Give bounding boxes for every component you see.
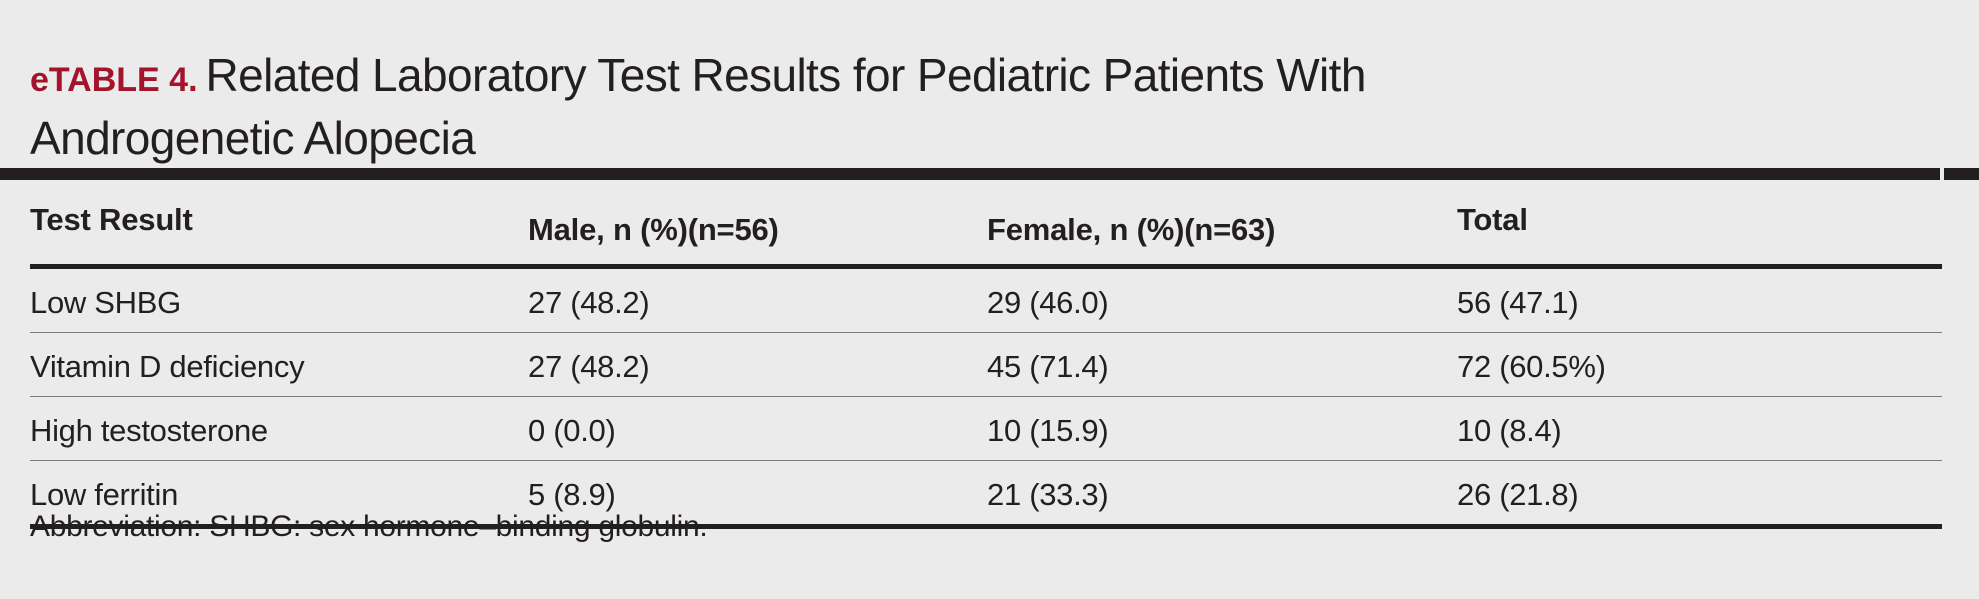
table-row: Low ferritin 5 (8.9) 21 (33.3) 26 (21.8) — [30, 460, 1942, 529]
cell-test-result: High testosterone — [30, 396, 528, 461]
top-rule-divider — [0, 168, 1979, 180]
cell-male: 0 (0.0) — [528, 396, 987, 461]
header-total: Total — [1457, 180, 1942, 269]
cell-female: 45 (71.4) — [987, 332, 1457, 397]
table-title-text: Related Laboratory Test Results for Pedi… — [30, 49, 1366, 164]
cell-test-result: Low ferritin — [30, 460, 528, 529]
cell-female: 21 (33.3) — [987, 460, 1457, 529]
cell-total: 10 (8.4) — [1457, 396, 1942, 461]
cell-female: 29 (46.0) — [987, 266, 1457, 333]
header-female: Female, n (%)(n=63) — [987, 180, 1457, 269]
cell-male: 5 (8.9) — [528, 460, 987, 529]
cell-test-result: Vitamin D deficiency — [30, 332, 528, 397]
header-row: Test Result Male, n (%)(n=56) Female, n … — [30, 180, 1942, 269]
results-table: Test Result Male, n (%)(n=56) Female, n … — [30, 180, 1942, 529]
table-row: Low SHBG 27 (48.2) 29 (46.0) 56 (47.1) — [30, 266, 1942, 333]
header-test-result: Test Result — [30, 180, 528, 269]
table-number-label: eTABLE 4. — [30, 61, 198, 99]
cell-total: 72 (60.5%) — [1457, 332, 1942, 397]
table-title: eTABLE 4. Related Laboratory Test Results… — [30, 46, 1530, 167]
cell-female: 10 (15.9) — [987, 396, 1457, 461]
cell-male: 27 (48.2) — [528, 266, 987, 333]
table-row: High testosterone 0 (0.0) 10 (15.9) 10 (… — [30, 396, 1942, 461]
header-male: Male, n (%)(n=56) — [528, 180, 987, 269]
table-row: Vitamin D deficiency 27 (48.2) 45 (71.4)… — [30, 332, 1942, 397]
cell-test-result: Low SHBG — [30, 266, 528, 333]
cell-male: 27 (48.2) — [528, 332, 987, 397]
cell-total: 56 (47.1) — [1457, 266, 1942, 333]
abbreviation-footnote: Abbreviation: SHBG: sex hormone–binding … — [30, 510, 708, 543]
cell-total: 26 (21.8) — [1457, 460, 1942, 529]
